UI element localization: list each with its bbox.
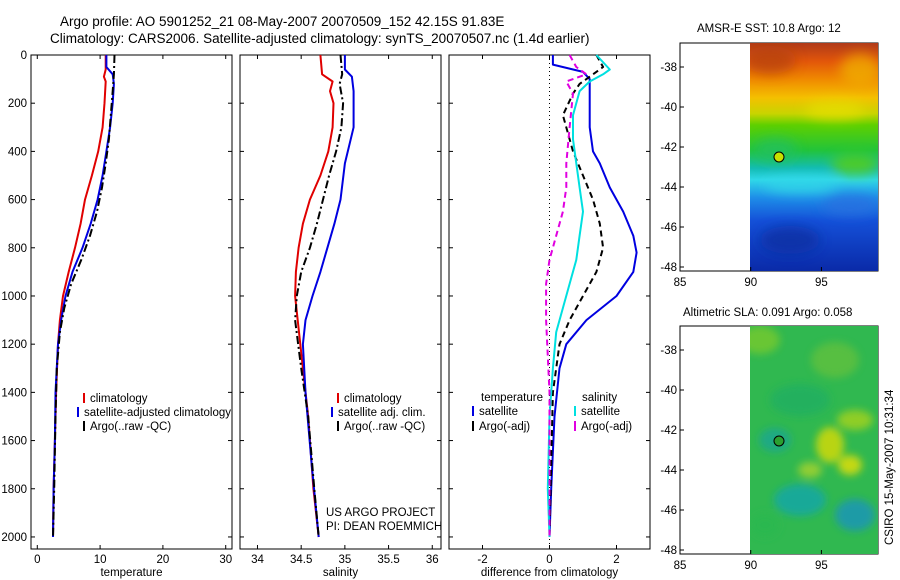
diff-legend-salinity-title: salinity: [582, 392, 617, 404]
depth-tick-label: 1200: [1, 339, 27, 351]
salinity-series-1: [301, 55, 355, 538]
diff-legend-temperature-title: temperature: [481, 392, 543, 404]
diff-legend-temp-satellite: satellite: [479, 406, 518, 418]
project-annotation-line2: PI: DEAN ROEMMICH: [326, 521, 442, 533]
depth-tick-label: 0: [21, 50, 27, 62]
depth-tick-label: 1000: [1, 291, 27, 303]
depth-tick-label: 2000: [1, 532, 27, 544]
salinity-profile-panel: 34 34.5 35 35.5 36 salinity climatology satelli…: [239, 54, 442, 579]
sst-map-ytick-label: -42: [660, 142, 677, 154]
sla-map-xtick-label: 90: [744, 560, 757, 572]
figure-title-line2: Climatology: CARS2006. Satellite-adjuste…: [50, 31, 590, 46]
sal-legend-satellite: satellite adj. clim.: [338, 407, 426, 419]
sal-legend-argo: Argo(..raw -QC): [344, 421, 425, 433]
salinity-xtick-label: 35.5: [377, 554, 399, 566]
sst-map-ytick-label: -44: [660, 182, 677, 194]
salinity-xlabel: salinity: [323, 567, 358, 579]
sst-map-title: AMSR-E SST: 10.8 Argo: 12: [697, 23, 841, 35]
sst-map-xtick-label: 85: [674, 277, 687, 289]
sla-argo-marker: [773, 435, 785, 447]
csiro-side-label: CSIRO 15-May-2007 10:31:34: [884, 389, 896, 545]
depth-tick-label: 400: [8, 146, 27, 158]
depth-tick-label: 1800: [1, 484, 27, 496]
depth-tick-label: 1600: [1, 436, 27, 448]
sst-map-ytick-label: -46: [660, 222, 677, 234]
sst-map-panel: AMSR-E SST: 10.8 Argo: 12: [679, 23, 879, 272]
difference-xlabel: difference from climatology: [481, 567, 618, 579]
salinity-series-2: [294, 54, 345, 538]
sst-map-ytick-label: -40: [660, 102, 677, 114]
depth-tick-label: 800: [8, 243, 27, 255]
difference-xtick-label: 2: [613, 554, 619, 566]
sal-legend-climatology: climatology: [344, 393, 402, 405]
sla-map-ytick-label: -42: [660, 425, 677, 437]
diff-legend-temp-argo: Argo(-adj): [479, 421, 530, 433]
depth-tick-label: 200: [8, 98, 27, 110]
difference-series-3: [545, 54, 588, 537]
difference-series-1: [548, 54, 605, 538]
depth-tick-label: 1400: [1, 387, 27, 399]
temperature-xtick-label: 30: [219, 554, 232, 566]
sla-map-image: [750, 326, 878, 554]
sst-map-image: [750, 43, 878, 271]
difference-series-0: [548, 55, 638, 538]
sla-map-xtick-label: 95: [815, 560, 828, 572]
sla-map-ytick-label: -46: [660, 505, 677, 517]
temp-legend-satellite: satellite-adjusted climatology: [84, 407, 231, 419]
temperature-axes-frame: [30, 54, 233, 550]
map-axes: 85 90 95 -38 -40 -42 -44 -46 -48 85 90 95 -38 -40 -42 -…: [660, 62, 827, 572]
salinity-xtick-label: 36: [426, 554, 439, 566]
temperature-xtick-label: 0: [34, 554, 40, 566]
sst-map-xtick-label: 95: [815, 277, 828, 289]
temp-legend-climatology: climatology: [90, 393, 148, 405]
difference-xtick-label: -2: [477, 554, 487, 566]
project-annotation-line1: US ARGO PROJECT: [326, 507, 435, 519]
difference-axes-frame: [448, 54, 651, 550]
sla-map-ytick-label: -38: [660, 345, 677, 357]
temperature-xtick-label: 10: [94, 554, 107, 566]
sst-map-ytick-label: -38: [660, 62, 677, 74]
salinity-axes-frame: [239, 54, 442, 550]
salinity-xtick-label: 35: [338, 554, 351, 566]
sst-map-ytick-label: -48: [660, 262, 677, 274]
sst-argo-marker: [773, 151, 785, 163]
sla-map-xtick-label: 85: [674, 560, 687, 572]
temp-legend-argo: Argo(..raw -QC): [90, 421, 171, 433]
diff-legend-sal-argo: Argo(-adj): [581, 421, 632, 433]
temperature-xtick-label: 20: [157, 554, 170, 566]
difference-xtick-label: 0: [546, 554, 552, 566]
sla-map-ytick-label: -40: [660, 385, 677, 397]
temperature-series-2: [52, 54, 116, 538]
sst-map-xtick-label: 90: [744, 277, 757, 289]
depth-tick-label: 600: [8, 195, 27, 207]
figure-title-line1: Argo profile: AO 5901252_21 08-May-2007 …: [60, 14, 504, 29]
diff-legend-sal-satellite: satellite: [581, 406, 620, 418]
salinity-xtick-label: 34.5: [290, 554, 312, 566]
sla-map-ytick-label: -48: [660, 545, 677, 557]
difference-series-2: [546, 54, 611, 538]
temperature-xlabel: temperature: [100, 567, 162, 579]
salinity-xtick-label: 34: [251, 554, 264, 566]
sla-map-panel: Altimetric SLA: 0.091 Argo: 0.058: [679, 307, 879, 555]
temperature-profile-panel: 0 10 20 30 temperature 0 200 400 600 800 1000 1200 1…: [1, 50, 233, 579]
sla-map-title: Altimetric SLA: 0.091 Argo: 0.058: [683, 307, 852, 319]
sla-map-ytick-label: -44: [660, 465, 677, 477]
